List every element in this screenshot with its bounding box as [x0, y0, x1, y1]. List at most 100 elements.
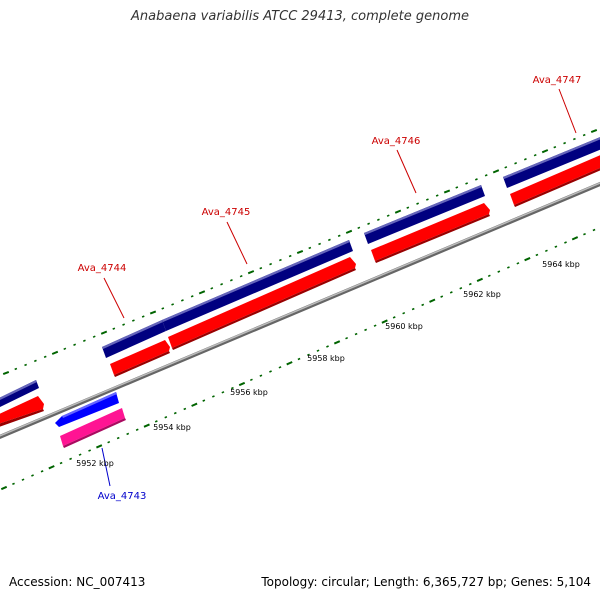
gene-arrow-ava-4747-shade [514, 168, 600, 207]
major-tick [198, 290, 206, 295]
major-tick [100, 330, 108, 335]
major-tick [443, 189, 451, 194]
minor-tick [504, 166, 508, 169]
minor-tick [221, 391, 225, 394]
gene-ava-4747[interactable] [503, 133, 600, 207]
major-tick [571, 236, 579, 241]
major-tick [541, 149, 549, 154]
minor-tick [33, 359, 37, 363]
gene-ava-4746[interactable] [364, 185, 490, 263]
gene-arrow-ava-4746[interactable] [371, 203, 490, 261]
gene-label[interactable]: Ava_4744 [78, 263, 127, 274]
minor-tick [533, 153, 537, 157]
minor-tick [357, 226, 361, 230]
major-tick [476, 277, 483, 283]
partial-cds-bar-highlight [0, 380, 37, 401]
minor-tick [544, 249, 548, 253]
minor-tick [435, 194, 439, 197]
gene-arrow-ava-4745[interactable] [168, 257, 356, 348]
cds-ava-4747-highlight [503, 137, 600, 179]
minor-tick [487, 274, 491, 278]
minor-tick [318, 242, 322, 246]
minor-tick [506, 266, 510, 269]
minor-tick [21, 478, 25, 481]
minor-tick [386, 214, 390, 217]
gene-label[interactable]: Ava_4746 [372, 136, 421, 147]
gene-label[interactable]: Ava_4743 [98, 491, 147, 502]
cds-ava-4744[interactable] [102, 320, 166, 358]
minor-tick [345, 336, 349, 340]
partial-feature-left[interactable] [0, 380, 44, 427]
gene-arrow-ava-4743[interactable] [60, 408, 125, 446]
minor-tick [455, 186, 459, 189]
minor-tick [249, 378, 253, 382]
minor-tick [376, 218, 380, 221]
minor-tick [535, 253, 539, 257]
minor-tick [78, 453, 82, 456]
minor-tick [173, 411, 177, 415]
major-tick [2, 370, 10, 376]
minor-tick [554, 245, 558, 248]
scale-label: 5956 kbp [230, 388, 268, 397]
outer-tick-marks [2, 128, 598, 376]
minor-tick [269, 262, 273, 266]
minor-tick [364, 328, 368, 332]
major-tick [394, 209, 402, 214]
gene-label[interactable]: Ava_4745 [202, 207, 251, 218]
partial-gene-arrow-shade [0, 409, 44, 427]
leader-ava-4743 [101, 447, 111, 487]
major-tick [296, 249, 304, 255]
gene-ava-4743[interactable] [55, 392, 126, 448]
minor-tick [307, 353, 310, 357]
minor-tick [354, 332, 358, 336]
minor-tick [259, 374, 263, 377]
gene-ava-4744[interactable] [102, 320, 170, 377]
partial-cds-bar[interactable] [0, 380, 39, 408]
minor-tick [220, 283, 224, 286]
major-tick [333, 340, 341, 345]
partial-gene-arrow[interactable] [0, 396, 44, 424]
minor-tick [122, 323, 126, 326]
minor-tick [553, 145, 557, 149]
minor-tick [40, 470, 44, 473]
minor-tick [406, 206, 410, 209]
cds-ava-4743[interactable] [55, 392, 119, 427]
minor-tick [583, 232, 586, 236]
genome-backbone-highlight [0, 182, 600, 437]
gene-arrow-ava-4747[interactable] [510, 151, 600, 205]
cds-ava-4746[interactable] [364, 185, 485, 244]
minor-tick [164, 416, 168, 419]
minor-tick [107, 440, 111, 444]
minor-tick [288, 254, 292, 258]
gene-arrow-ava-4744[interactable] [110, 340, 170, 375]
leader-ava-4745 [226, 221, 248, 265]
minor-tick [327, 238, 331, 242]
minor-tick [316, 349, 320, 352]
minor-tick [230, 386, 234, 390]
minor-tick [12, 482, 15, 486]
minor-tick [421, 303, 425, 307]
gene-label[interactable]: Ava_4747 [533, 75, 582, 86]
minor-tick [563, 141, 567, 145]
minor-tick [373, 324, 377, 327]
minor-tick [14, 367, 18, 371]
minor-tick [416, 202, 420, 205]
scale-label: 5960 kbp [385, 322, 423, 331]
cds-ava-4745[interactable] [162, 240, 353, 331]
cds-ava-4747[interactable] [503, 133, 600, 188]
minor-tick [564, 241, 567, 244]
minor-tick [592, 228, 596, 232]
page-title: Anabaena variabilis ATCC 29413, complete… [131, 9, 469, 24]
scale-label: 5958 kbp [307, 354, 345, 363]
major-tick [381, 319, 388, 324]
minor-tick [392, 316, 396, 319]
accession-label: Accession: NC_007413 [9, 575, 146, 589]
minor-tick [211, 395, 215, 398]
minor-tick [468, 282, 472, 286]
cds-ava-4743-highlight [62, 392, 117, 418]
gene-ava-4745[interactable] [162, 240, 356, 350]
minor-tick [202, 399, 206, 402]
minor-tick [582, 133, 586, 137]
minor-tick [440, 295, 444, 298]
scale-label: 5954 kbp [153, 423, 191, 432]
